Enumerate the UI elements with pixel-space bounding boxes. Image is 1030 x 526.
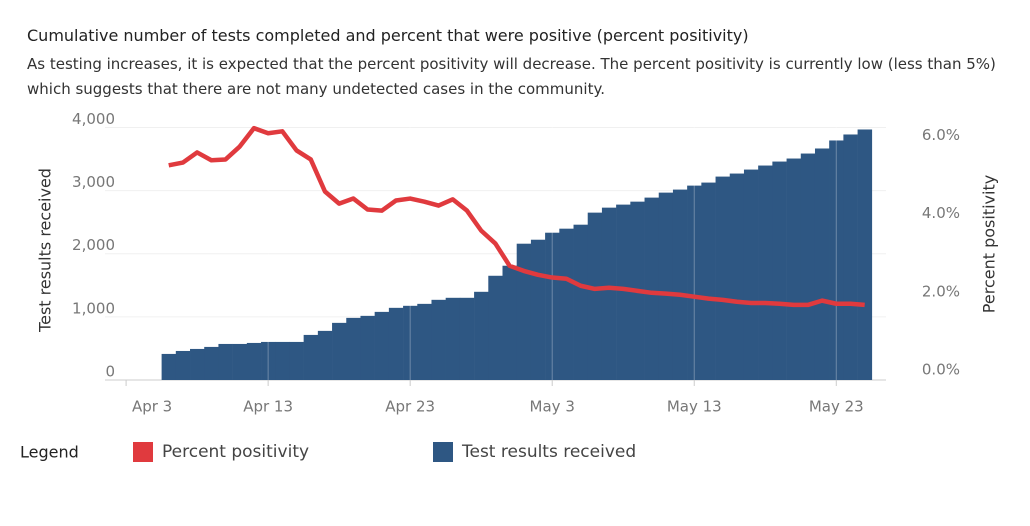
bar xyxy=(857,129,873,380)
bar xyxy=(573,224,589,380)
bar xyxy=(729,173,745,380)
legend-title: Legend xyxy=(20,443,79,462)
bar xyxy=(502,265,518,380)
bar xyxy=(644,197,660,380)
bar xyxy=(346,317,361,380)
legend-label: Percent positivity xyxy=(162,442,309,462)
bar xyxy=(616,204,631,380)
legend-swatch xyxy=(133,442,153,462)
bar xyxy=(658,192,674,380)
bar xyxy=(190,348,205,380)
bar xyxy=(161,353,177,380)
bar xyxy=(758,165,773,380)
bar xyxy=(516,243,532,380)
bar xyxy=(459,297,475,380)
bar xyxy=(587,212,603,380)
x-tick-label: Apr 3 xyxy=(132,398,172,416)
bar xyxy=(417,303,432,380)
bar xyxy=(772,161,787,380)
bar xyxy=(246,342,262,380)
bar xyxy=(360,315,375,380)
bar xyxy=(800,153,816,380)
bar xyxy=(403,305,418,380)
bar xyxy=(743,169,759,380)
bar xyxy=(303,334,319,380)
bar xyxy=(829,140,844,380)
bar xyxy=(687,185,702,380)
bar xyxy=(715,176,731,380)
y2-tick-label: 4.0% xyxy=(922,204,960,222)
bar xyxy=(786,158,802,380)
legend-label: Test results received xyxy=(461,442,636,462)
y-tick-label: 1,000 xyxy=(72,299,115,317)
bar xyxy=(317,330,333,380)
legend-swatch xyxy=(433,442,453,462)
x-tick-label: May 23 xyxy=(809,398,864,416)
bar xyxy=(175,350,191,380)
y-tick-label: 0 xyxy=(105,363,115,381)
x-tick-label: Apr 23 xyxy=(385,398,435,416)
bar xyxy=(332,322,347,380)
y2-axis-title: Percent positivity xyxy=(980,175,999,313)
y2-tick-label: 6.0% xyxy=(922,126,960,144)
bar xyxy=(843,134,858,380)
bar xyxy=(559,228,574,380)
chart-title: Cumulative number of tests completed and… xyxy=(27,26,749,45)
y-tick-label: 3,000 xyxy=(72,173,115,191)
y2-tick-label: 0.0% xyxy=(922,361,960,379)
bar xyxy=(814,148,830,380)
y2-tick-label: 2.0% xyxy=(922,282,960,300)
x-tick-label: May 3 xyxy=(530,398,575,416)
bar xyxy=(374,311,390,380)
bar xyxy=(530,239,546,380)
x-tick-label: Apr 13 xyxy=(243,398,293,416)
bar xyxy=(232,343,248,380)
bar xyxy=(445,297,461,380)
line xyxy=(168,125,865,308)
bar xyxy=(488,275,503,380)
bar xyxy=(545,232,560,380)
bar xyxy=(672,189,688,380)
bar xyxy=(601,207,617,380)
bar xyxy=(431,299,446,380)
y-axis-title: Test results received xyxy=(36,168,55,333)
bar xyxy=(275,341,290,380)
bar xyxy=(474,291,489,380)
x-tick-label: May 13 xyxy=(667,398,722,416)
bar xyxy=(388,307,404,380)
bar xyxy=(261,341,276,380)
chart-subtitle: As testing increases, it is expected tha… xyxy=(27,55,996,98)
bar xyxy=(289,341,304,380)
y-tick-label: 2,000 xyxy=(72,236,115,254)
y-tick-label: 4,000 xyxy=(72,110,115,128)
bar xyxy=(204,346,219,380)
bar xyxy=(218,343,233,380)
bar xyxy=(701,182,716,380)
